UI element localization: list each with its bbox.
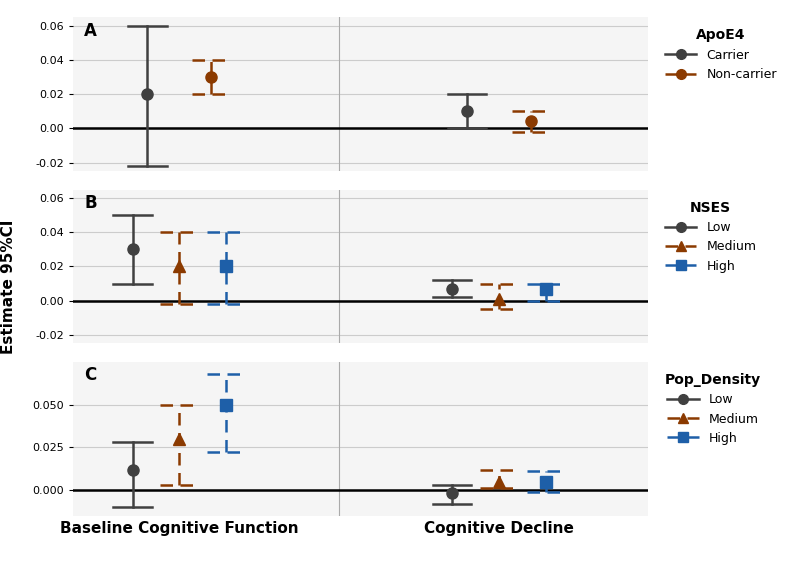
Text: B: B — [84, 194, 97, 212]
Text: Estimate 95%CI: Estimate 95%CI — [1, 219, 15, 354]
Legend: Carrier, Non-carrier: Carrier, Non-carrier — [660, 23, 782, 86]
Text: A: A — [84, 22, 97, 40]
Text: C: C — [84, 367, 96, 384]
Legend: Low, Medium, High: Low, Medium, High — [660, 196, 761, 277]
Legend: Low, Medium, High: Low, Medium, High — [660, 368, 766, 450]
